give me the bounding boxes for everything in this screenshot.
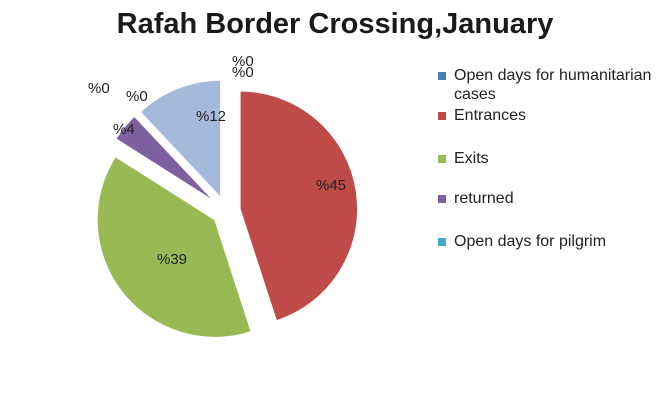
data-label: %0 [232,53,254,70]
legend-label: returned [454,190,514,207]
legend-item: Open days for pilgrim [438,232,654,251]
legend-swatch [438,112,446,120]
data-label: %0 [232,64,254,81]
legend-swatch [438,238,446,246]
data-label: %0 [88,80,110,97]
pie-slice [114,114,216,203]
data-label: %4 [113,121,135,138]
data-label: %45 [316,177,346,194]
legend-item: returned [438,189,654,208]
legend-swatch [438,195,446,203]
legend-item: Exits [438,149,654,168]
legend-swatch [438,72,446,80]
legend-label: Open days for humanitarian cases [454,67,652,103]
data-label: %0 [126,88,148,105]
pie-slice [239,90,359,322]
legend-item: Entrances [438,106,654,125]
legend-swatch [438,155,446,163]
legend-label: Entrances [454,107,527,124]
pie-slice [96,155,253,339]
data-label: %12 [196,108,226,125]
legend-label: Open days for pilgrim [454,233,607,250]
pie-slice [139,79,222,200]
legend-label: Exits [454,150,489,167]
legend-item: Open days for humanitarian cases [438,66,654,104]
data-label: %39 [157,251,187,268]
chart-title: Rafah Border Crossing,January [116,8,554,40]
